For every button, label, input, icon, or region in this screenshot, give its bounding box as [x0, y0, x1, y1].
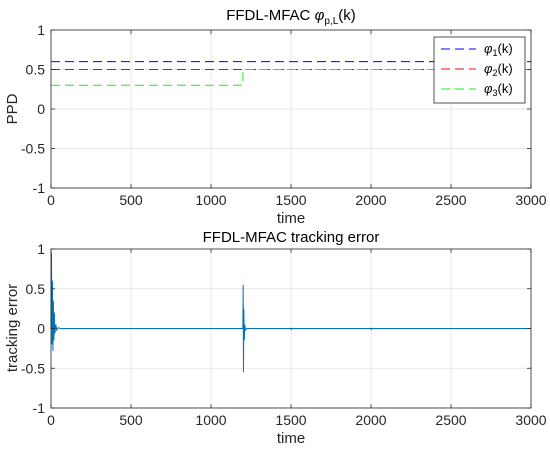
- ticks-ppd: 0 500 1000 1500 2000 2500 3000 -1 -0.5 0 0.5 1: [21, 22, 547, 208]
- legend-label-1: φ1(k): [484, 41, 513, 58]
- title-suffix: (k): [338, 7, 356, 24]
- plot-title-ppd: FFDL-MFAC φp,L(k): [226, 7, 356, 27]
- legend-items: φ1(k) φ2(k) φ3(k): [441, 41, 513, 98]
- y-tick-label: 1: [37, 22, 45, 38]
- x-tick-label: 3000: [515, 192, 546, 208]
- series-line-3: [51, 69, 531, 86]
- y-tick-label: -0.5: [21, 141, 45, 157]
- x-tick-label: 1000: [195, 412, 226, 428]
- ticks-tracking-error: 0 500 1000 1500 2000 2500 3000 -1 -0.5 0 0.5 1: [21, 241, 547, 428]
- y-tick-label: 1: [37, 241, 45, 257]
- title-main: FFDL-MFAC: [226, 7, 310, 24]
- x-tick-label: 1500: [275, 192, 306, 208]
- y-tick-label: 0.5: [26, 62, 46, 78]
- legend: φ1(k) φ2(k) φ3(k): [433, 36, 526, 104]
- x-tick-label: 2500: [435, 412, 466, 428]
- title-subscript: p,L: [324, 16, 338, 27]
- legend-label-2: φ2(k): [484, 61, 513, 78]
- y-tick-label: -0.5: [21, 360, 45, 376]
- x-tick-label: 2000: [355, 412, 386, 428]
- series-group-tracking-error: [50, 252, 531, 373]
- x-axis-label-ppd: time: [277, 210, 305, 227]
- x-tick-label: 1500: [275, 412, 306, 428]
- y-axis-label-ppd: PPD: [4, 93, 21, 124]
- y-axis-label-tracking-error: tracking error: [4, 284, 21, 372]
- y-tick-label: 0.5: [26, 281, 46, 297]
- plot-title-tracking-error: FFDL-MFAC tracking error: [203, 229, 380, 246]
- title-symbol: φ: [315, 7, 325, 24]
- x-tick-label: 500: [119, 412, 143, 428]
- x-tick-label: 3000: [515, 412, 546, 428]
- x-tick-label: 2000: [355, 192, 386, 208]
- x-tick-label: 2500: [435, 192, 466, 208]
- x-tick-label: 500: [119, 192, 143, 208]
- legend-box: [433, 36, 526, 104]
- x-tick-label: 0: [47, 412, 55, 428]
- y-tick-label: 0: [37, 101, 45, 117]
- x-tick-label: 0: [47, 192, 55, 208]
- x-tick-label: 1000: [195, 192, 226, 208]
- subplot-ppd: 0 500 1000 1500 2000 2500 3000 -1 -0.5 0 0.5 1 FFDL…: [4, 7, 547, 227]
- y-tick-label: -1: [33, 400, 46, 416]
- subplot-tracking-error: 0 500 1000 1500 2000 2500 3000 -1 -0.5 0 0.5 1 FFDL…: [4, 229, 547, 447]
- y-tick-label: -1: [33, 180, 46, 196]
- x-axis-label-tracking-error: time: [277, 430, 305, 447]
- series-line-1: [50, 252, 531, 373]
- legend-label-3: φ3(k): [484, 81, 513, 98]
- y-tick-label: 0: [37, 321, 45, 337]
